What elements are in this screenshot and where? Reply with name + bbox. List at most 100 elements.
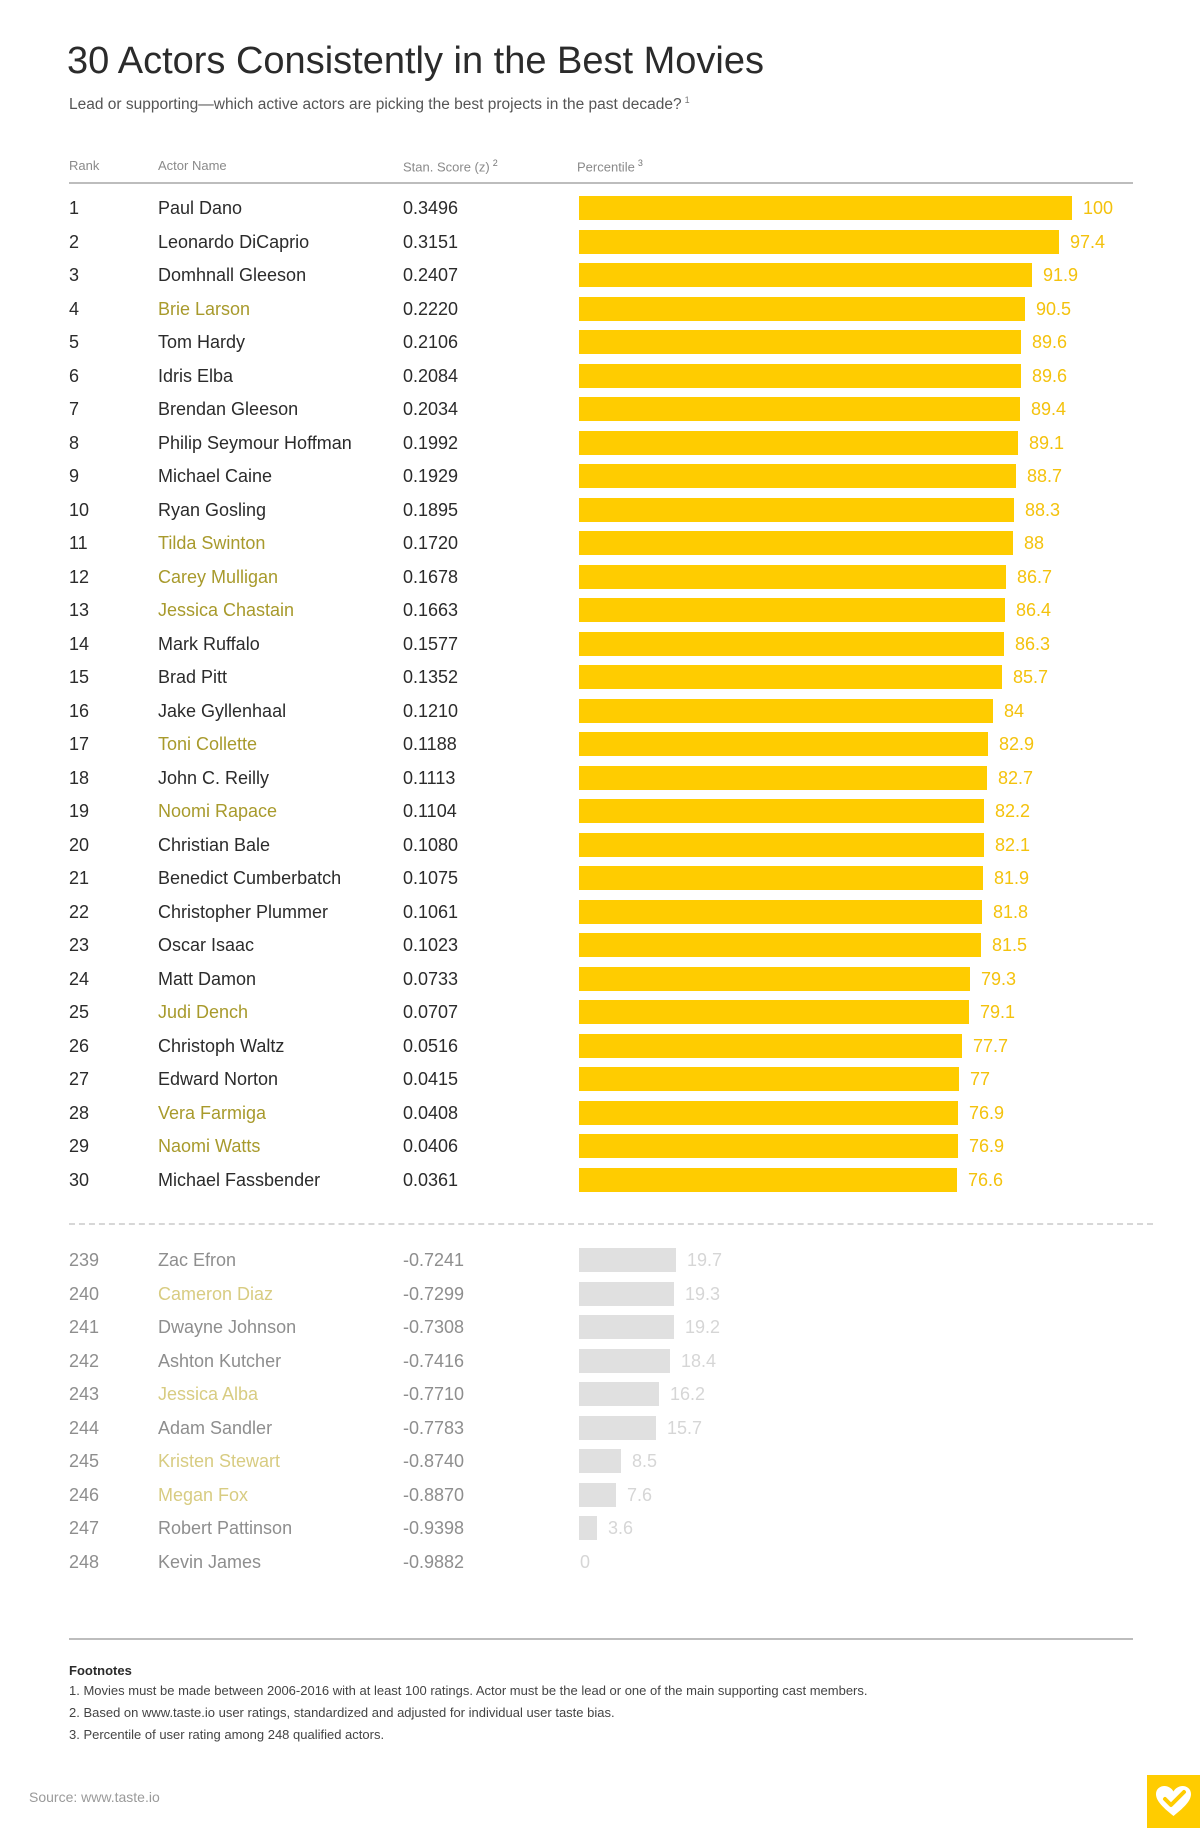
- page-subtitle: Lead or supporting—which active actors a…: [69, 95, 690, 114]
- percentile-bar: [579, 765, 987, 790]
- actor-name-cell: Paul Dano: [158, 198, 243, 218]
- percentile-bar: [579, 598, 1005, 622]
- score-cell: -0.7308: [403, 1317, 465, 1337]
- top-actor-row: 21 Benedict Cumberbatch 0.1075 81.9: [0, 861, 1200, 895]
- header-rank: Rank: [69, 158, 100, 173]
- top-actor-row: 11 Tilda Swinton 0.1720 88: [0, 526, 1200, 560]
- score-cell: 0.1188: [403, 734, 457, 754]
- percentile-label: 79.3: [981, 968, 1017, 989]
- actor-name-cell: Noomi Rapace: [158, 801, 278, 821]
- score-cell: 0.3496: [403, 198, 459, 218]
- score-cell: -0.7783: [403, 1417, 465, 1438]
- rank-cell: 18: [69, 767, 90, 788]
- score-cell: 0.0361: [403, 1169, 459, 1190]
- percentile-label: 82.2: [995, 801, 1031, 821]
- percentile-label: 82.1: [995, 834, 1031, 855]
- actor-name-cell: Dwayne Johnson: [158, 1317, 297, 1337]
- percentile-label: 18.4: [681, 1350, 717, 1371]
- percentile-bar: [579, 1315, 674, 1339]
- percentile-bar: [579, 1415, 656, 1440]
- header-score-label: Stan. Score (z): [403, 159, 490, 175]
- percentile-bar: [579, 1482, 616, 1507]
- top-actor-row: 25 Judi Dench 0.0707 79.1: [0, 995, 1200, 1029]
- rank-cell: 11: [69, 533, 88, 553]
- footnote-1: 1. Movies must be made between 2006-2016…: [69, 1683, 868, 1698]
- bottom-actor-row: 245 Kristen Stewart -0.8740 8.5: [0, 1444, 1200, 1478]
- score-cell: 0.1577: [403, 633, 459, 654]
- header-actor-name: Actor Name: [158, 158, 227, 173]
- score-cell: 0.1720: [403, 533, 459, 553]
- rank-cell: 242: [69, 1350, 100, 1371]
- percentile-label: 89.1: [1029, 432, 1065, 453]
- top-actor-row: 13 Jessica Chastain 0.1663 86.4: [0, 593, 1200, 627]
- score-cell: 0.1663: [403, 600, 459, 620]
- actor-name-cell: Toni Collette: [158, 734, 258, 754]
- actor-name-cell: Jake Gyllenhaal: [158, 700, 287, 721]
- rank-cell: 7: [69, 399, 80, 419]
- subtitle-footnote-marker: 1: [684, 95, 690, 105]
- top-actor-row: 30 Michael Fassbender 0.0361 76.6: [0, 1163, 1200, 1197]
- score-cell: -0.9882: [403, 1551, 465, 1572]
- percentile-label: 81.9: [994, 868, 1030, 888]
- actor-name-cell: Ashton Kutcher: [158, 1350, 282, 1371]
- score-cell: 0.3151: [403, 231, 459, 252]
- percentile-bar: [579, 531, 1013, 555]
- heart-check-icon[interactable]: [1147, 1775, 1200, 1828]
- top-actor-row: 9 Michael Caine 0.1929 88.7: [0, 459, 1200, 493]
- percentile-label: 84: [1004, 700, 1025, 721]
- actor-name-cell: Ryan Gosling: [158, 499, 267, 520]
- score-cell: -0.7241: [403, 1250, 465, 1270]
- percentile-label: 89.6: [1032, 332, 1068, 352]
- percentile-label: 77.7: [973, 1035, 1009, 1056]
- rank-cell: 20: [69, 834, 90, 855]
- percentile-bar: [579, 1067, 959, 1091]
- actor-name-cell: Tom Hardy: [158, 332, 246, 352]
- percentile-bar: [579, 1033, 962, 1058]
- actor-name-cell: Naomi Watts: [158, 1136, 261, 1156]
- score-cell: 0.0733: [403, 968, 459, 989]
- rank-cell: 241: [69, 1317, 100, 1337]
- top-actor-row: 8 Philip Seymour Hoffman 0.1992 89.1: [0, 426, 1200, 460]
- percentile-label: 0: [580, 1551, 591, 1572]
- actor-name-cell: Matt Damon: [158, 968, 257, 989]
- footnote-2: 2. Based on www.taste.io user ratings, s…: [69, 1705, 615, 1720]
- percentile-bar: [579, 497, 1014, 522]
- top-actor-row: 7 Brendan Gleeson 0.2034 89.4: [0, 392, 1200, 426]
- score-cell: 0.2220: [403, 298, 459, 319]
- rank-cell: 10: [69, 499, 90, 520]
- percentile-label: 86.3: [1015, 633, 1051, 654]
- rank-cell: 243: [69, 1384, 100, 1404]
- score-cell: -0.8740: [403, 1451, 465, 1471]
- actor-name-cell: Robert Pattinson: [158, 1518, 293, 1538]
- rank-cell: 28: [69, 1102, 90, 1123]
- score-cell: 0.1080: [403, 834, 459, 855]
- rank-cell: 1: [69, 198, 80, 218]
- top-actor-row: 17 Toni Collette 0.1188 82.9: [0, 727, 1200, 761]
- rank-cell: 30: [69, 1169, 90, 1190]
- actor-name-cell: John C. Reilly: [158, 767, 270, 788]
- percentile-bar: [579, 966, 970, 991]
- bottom-actor-row: 244 Adam Sandler -0.7783 15.7: [0, 1411, 1200, 1445]
- percentile-bar: [579, 832, 984, 857]
- top-actor-row: 23 Oscar Isaac 0.1023 81.5: [0, 928, 1200, 962]
- actor-name-cell: Jessica Chastain: [158, 600, 295, 620]
- percentile-bar: [579, 263, 1032, 287]
- percentile-label: 88.7: [1027, 466, 1063, 486]
- percentile-label: 76.6: [968, 1169, 1004, 1190]
- top-actor-row: 15 Brad Pitt 0.1352 85.7: [0, 660, 1200, 694]
- top-actor-row: 4 Brie Larson 0.2220 90.5: [0, 292, 1200, 326]
- rank-cell: 27: [69, 1069, 90, 1089]
- score-cell: 0.0406: [403, 1136, 459, 1156]
- percentile-label: 86.7: [1017, 566, 1053, 587]
- actor-name-cell: Christian Bale: [158, 834, 271, 855]
- percentile-label: 76.9: [969, 1136, 1005, 1156]
- actor-name-cell: Megan Fox: [158, 1484, 249, 1505]
- score-cell: 0.2034: [403, 399, 459, 419]
- percentile-label: 7.6: [627, 1484, 653, 1505]
- actor-name-cell: Carey Mulligan: [158, 566, 279, 587]
- rank-cell: 29: [69, 1136, 90, 1156]
- top-actor-row: 6 Idris Elba 0.2084 89.6: [0, 359, 1200, 393]
- percentile-bar: [579, 330, 1021, 354]
- score-cell: 0.0415: [403, 1069, 459, 1089]
